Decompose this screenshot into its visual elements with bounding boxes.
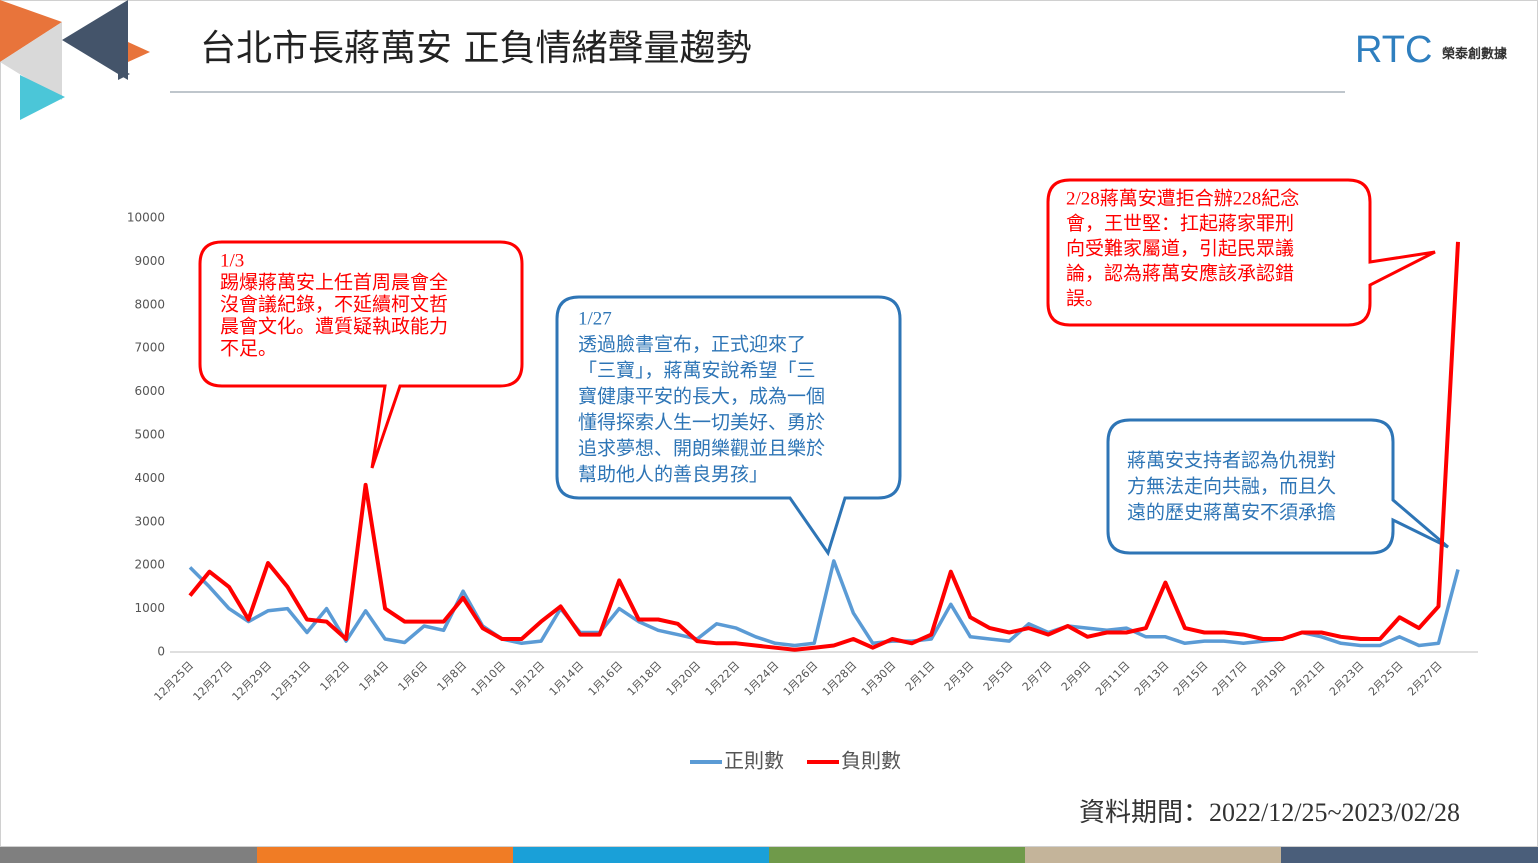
callout	[1106, 418, 1449, 555]
annotation-line: 追求夢想、開朗樂觀並且樂於	[578, 437, 825, 459]
series-line	[188, 559, 1460, 648]
annotation-line: 透過臉書宣布，正式迎來了	[578, 333, 806, 355]
annotation-line: 「三寶」，蔣萬安說希望「三	[578, 359, 816, 381]
annotation-line: 1/27	[578, 308, 612, 329]
y-tick-label: 4000	[134, 471, 165, 485]
callout	[555, 295, 902, 557]
annotation-line: 晨會文化。遭質疑執政能力	[220, 315, 448, 337]
logo-sub: 榮泰創數據	[1442, 46, 1508, 62]
logo-shape	[118, 68, 130, 80]
annotation-line: 沒會議紀錄，不延續柯文哲	[220, 293, 448, 315]
footer-band	[1025, 847, 1281, 863]
logo-text: RTC	[1355, 29, 1432, 71]
legend-label: 負則數	[841, 749, 901, 773]
series-line	[188, 241, 1460, 652]
y-tick-label: 6000	[134, 384, 165, 398]
y-tick-label: 3000	[134, 514, 165, 528]
y-tick-label: 1000	[134, 601, 165, 615]
logo-shape	[20, 75, 65, 120]
annotation-line: 蔣萬安支持者認為仇視對	[1127, 449, 1336, 471]
source: 資料期間：2022/12/25~2023/02/28	[1079, 798, 1460, 827]
annotation-line: 1/3	[220, 250, 244, 271]
logo-shape	[128, 42, 150, 62]
annotation-line: 遠的歷史蔣萬安不須承擔	[1127, 501, 1336, 523]
annotation-line: 會，王世堅：扛起蔣家罪刑	[1066, 212, 1294, 234]
annotation-line: 誤。	[1066, 287, 1104, 309]
y-tick-label: 7000	[134, 341, 165, 355]
annotation-line: 向受難家屬道，引起民眾議	[1066, 237, 1294, 259]
callout	[198, 240, 524, 469]
annotation-line: 2/28蔣萬安遭拒合辦228紀念	[1066, 186, 1299, 209]
annotation-line: 方無法走向共融，而且久	[1127, 475, 1336, 497]
logo-shape	[0, 0, 62, 62]
legend-label: 正則數	[724, 749, 784, 773]
y-tick-label: 8000	[134, 297, 165, 311]
footer-band	[1281, 847, 1538, 863]
annotation-line: 懂得探索人生一切美好、勇於	[578, 411, 825, 433]
y-tick-label: 9000	[134, 254, 165, 268]
annotation-line: 幫助他人的善良男孩」	[578, 463, 768, 485]
footer-band	[0, 847, 257, 863]
y-tick-label: 2000	[134, 558, 165, 572]
footer-band	[769, 847, 1025, 863]
footer-band	[257, 847, 513, 863]
logo-shape	[62, 0, 128, 80]
annotation-line: 寶健康平安的長大，成為一個	[578, 385, 825, 407]
y-tick-label: 5000	[134, 428, 165, 442]
annotation-line: 不足。	[220, 338, 277, 359]
callout	[1046, 178, 1436, 327]
annotation-line: 踢爆蔣萬安上任首周晨會全	[220, 271, 448, 293]
y-tick-label: 10000	[127, 211, 165, 225]
title: 台北市長蔣萬安 正負情緒聲量趨勢	[200, 28, 751, 69]
logo-shape	[0, 22, 62, 100]
footer-band	[513, 847, 769, 863]
y-tick-label: 0	[157, 645, 165, 659]
annotation-line: 論，認為蔣萬安應該承認錯	[1066, 261, 1294, 284]
